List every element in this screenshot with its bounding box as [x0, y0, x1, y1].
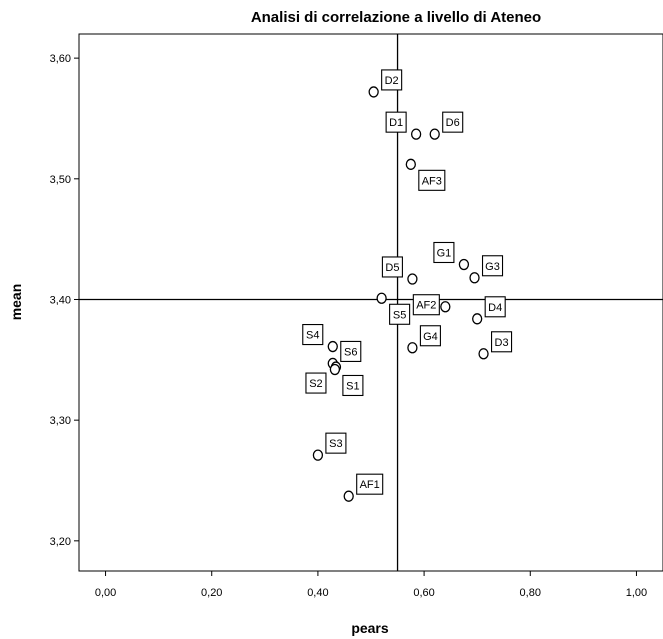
x-tick-label: 0,00 — [95, 587, 116, 599]
point-group-s1: S1 — [329, 363, 364, 397]
point-group-s3: S3 — [312, 432, 347, 461]
point-label: S1 — [346, 380, 359, 392]
point-label-box — [305, 372, 327, 394]
y-tick-label: 3,60 — [50, 53, 71, 65]
x-tick-label: 0,60 — [413, 587, 434, 599]
point-marker — [410, 128, 422, 140]
point-group-s4: S4 — [302, 323, 338, 353]
y-tick-label: 3,50 — [50, 174, 71, 186]
point-group-d4: D4 — [472, 296, 506, 325]
x-tick-label: 0,80 — [520, 587, 541, 599]
point-marker — [312, 449, 324, 461]
point-label-box — [442, 111, 464, 133]
point-group-s5: S5 — [376, 292, 411, 325]
point-marker — [376, 292, 387, 304]
point-group-s6: S6 — [327, 340, 362, 370]
point-label-box — [302, 323, 324, 346]
y-tick-label: 3,40 — [50, 294, 71, 306]
plot-frame — [78, 33, 663, 572]
point-label: S4 — [306, 330, 319, 342]
y-tick-label: 3,30 — [50, 415, 71, 427]
point-group-af1: AF1 — [343, 473, 384, 502]
point-group-g3: G3 — [469, 255, 504, 284]
point-label-box — [381, 69, 403, 91]
point-label-box — [484, 296, 506, 318]
point-label-box — [389, 303, 411, 325]
chart-title: Analisi di correlazione a livello di Ate… — [251, 9, 541, 26]
point-marker — [329, 363, 341, 376]
point-label: D3 — [495, 337, 509, 349]
point-label: D2 — [385, 75, 399, 87]
point-marker — [407, 273, 418, 285]
point-marker — [343, 490, 354, 502]
point-group-d3: D3 — [478, 331, 513, 360]
point-label-box — [433, 241, 455, 264]
point-marker — [440, 301, 451, 313]
point-label: D5 — [385, 262, 399, 274]
point-group-d1: D1 — [385, 111, 422, 140]
point-group-d6: D6 — [429, 111, 464, 140]
point-label-box — [412, 294, 440, 316]
x-axis-label: pears — [351, 620, 389, 636]
point-label: S5 — [393, 309, 406, 321]
axis-ticks: 0,00 0,20 0,40 0,60 0,80 1,00 3,20 3,30 3,40 3,50… — [50, 53, 648, 599]
point-marker — [429, 128, 440, 140]
point-label: AF1 — [360, 479, 380, 491]
point-label-box — [325, 432, 347, 454]
point-label-box — [418, 169, 446, 191]
point-marker — [368, 86, 379, 98]
point-label-box — [381, 256, 403, 278]
point-label-box — [385, 111, 407, 133]
x-tick-label: 0,20 — [201, 587, 222, 599]
y-tick-label: 3,20 — [50, 536, 71, 548]
point-marker — [478, 348, 489, 360]
point-label-box — [340, 340, 362, 362]
point-marker — [327, 340, 338, 353]
point-group-g4: G4 — [407, 325, 441, 354]
point-group-af2: AF2 — [412, 294, 451, 316]
data-points: D2 D1 D6 AF3 G1 G3 D5 S5 AF2 D4 G4 D3 S4 S6 S2 S1 S3 AF1 — [302, 69, 513, 502]
point-label: AF3 — [422, 175, 442, 187]
point-label: D4 — [488, 302, 502, 314]
point-label: D6 — [446, 117, 460, 129]
x-tick-label: 1,00 — [626, 587, 647, 599]
point-group-d5: D5 — [381, 256, 418, 285]
point-label: G4 — [423, 331, 438, 343]
point-label-box — [342, 374, 364, 397]
point-marker — [458, 258, 470, 271]
point-label-box — [419, 325, 441, 347]
point-marker — [405, 158, 416, 170]
x-tick-label: 0,40 — [307, 587, 328, 599]
point-group-d2: D2 — [368, 69, 403, 98]
point-label: AF2 — [416, 300, 436, 312]
point-group-g1: G1 — [433, 241, 470, 271]
y-axis-label: mean — [8, 284, 24, 321]
point-marker — [472, 313, 483, 325]
point-label-box — [356, 473, 384, 495]
point-group-af3: AF3 — [405, 158, 446, 191]
point-label: S6 — [344, 346, 357, 358]
point-marker — [469, 272, 480, 284]
point-label: G3 — [485, 261, 500, 273]
point-label: S2 — [309, 378, 322, 390]
point-label: G1 — [437, 247, 452, 259]
point-label-box — [491, 331, 513, 353]
point-label: D1 — [389, 117, 403, 129]
point-label-box — [481, 255, 504, 277]
point-label: S3 — [329, 438, 342, 450]
point-marker — [407, 342, 418, 354]
